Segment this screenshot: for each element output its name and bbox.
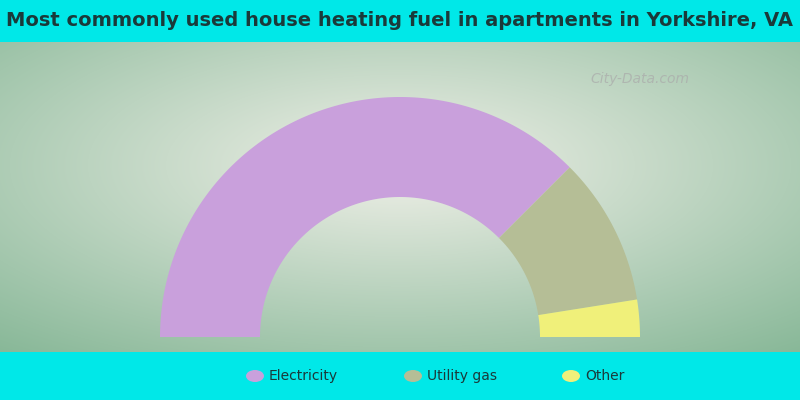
Text: Most commonly used house heating fuel in apartments in Yorkshire, VA: Most commonly used house heating fuel in… — [6, 12, 794, 30]
Ellipse shape — [404, 370, 422, 382]
Text: Other: Other — [585, 369, 624, 383]
Bar — [0, 352, 800, 400]
Text: Utility gas: Utility gas — [427, 369, 497, 383]
Polygon shape — [538, 300, 640, 337]
Ellipse shape — [246, 370, 264, 382]
Polygon shape — [499, 167, 637, 315]
Text: Electricity: Electricity — [269, 369, 338, 383]
Ellipse shape — [562, 370, 580, 382]
Text: City-Data.com: City-Data.com — [590, 72, 690, 86]
Polygon shape — [160, 97, 570, 337]
Bar — [0, 0, 800, 42]
